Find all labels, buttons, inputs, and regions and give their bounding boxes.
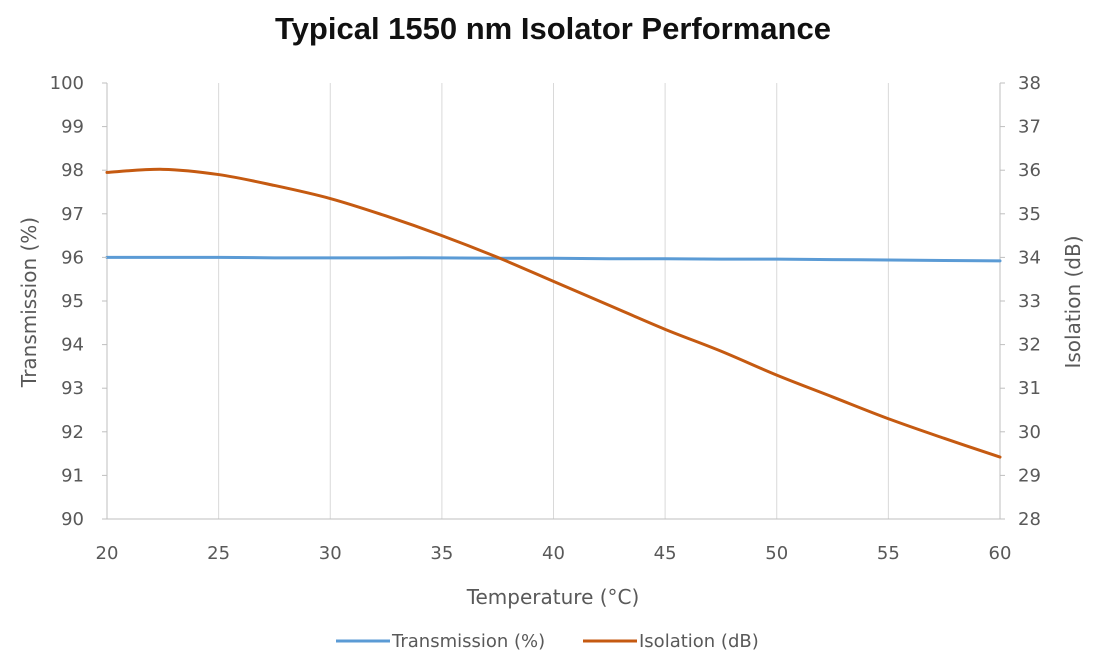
left-tick-label-98: 98 xyxy=(61,160,84,181)
right-tick-label-30: 30 xyxy=(1018,422,1041,443)
right-tick-label-32: 32 xyxy=(1018,335,1041,356)
x-tick-label-40: 40 xyxy=(542,543,565,564)
legend: Transmission (%) Isolation (dB) xyxy=(336,631,759,652)
left-tick-label-97: 97 xyxy=(61,204,84,225)
left-tick-label-96: 96 xyxy=(61,247,84,268)
right-axis-label: Isolation (dB) xyxy=(1061,235,1085,368)
x-tick-label-25: 25 xyxy=(207,543,230,564)
x-tick-label-60: 60 xyxy=(989,543,1012,564)
grid xyxy=(106,83,1001,520)
right-tick-label-35: 35 xyxy=(1018,204,1041,225)
left-tick-label-99: 99 xyxy=(61,117,84,138)
right-tick-label-28: 28 xyxy=(1018,509,1041,530)
x-tick-label-30: 30 xyxy=(319,543,342,564)
x-axis-ticks: 20 25 30 35 40 45 50 55 60 xyxy=(96,543,1012,564)
left-axis-label: Transmission (%) xyxy=(17,217,41,388)
left-tick-label-100: 100 xyxy=(50,73,84,94)
x-axis-label: Temperature (°C) xyxy=(466,585,640,609)
left-tick-label-94: 94 xyxy=(61,335,84,356)
left-tick-label-93: 93 xyxy=(61,378,84,399)
series-line-isolation xyxy=(105,167,1002,459)
left-tick-label-91: 91 xyxy=(61,465,84,486)
right-tick-label-31: 31 xyxy=(1018,378,1041,399)
x-tick-label-55: 55 xyxy=(877,543,900,564)
right-tick-label-38: 38 xyxy=(1018,73,1041,94)
right-tick-label-37: 37 xyxy=(1018,117,1041,138)
right-tick-label-36: 36 xyxy=(1018,160,1041,181)
series-layer xyxy=(105,167,1002,459)
chart-title: Typical 1550 nm Isolator Performance xyxy=(275,11,831,46)
legend-label-isolation: Isolation (dB) xyxy=(639,631,759,652)
x-tick-label-20: 20 xyxy=(96,543,119,564)
x-tick-label-35: 35 xyxy=(430,543,453,564)
right-axis-ticks: 28 29 30 31 32 33 34 35 36 37 38 xyxy=(1000,73,1041,530)
left-tick-label-92: 92 xyxy=(61,422,84,443)
x-tick-label-45: 45 xyxy=(654,543,677,564)
right-tick-label-34: 34 xyxy=(1018,247,1041,268)
left-tick-label-95: 95 xyxy=(61,291,84,312)
legend-label-transmission: Transmission (%) xyxy=(391,631,545,652)
x-tick-label-50: 50 xyxy=(765,543,788,564)
series-line-transmission xyxy=(105,255,1002,263)
right-tick-label-33: 33 xyxy=(1018,291,1041,312)
left-axis-ticks: 90 91 92 93 94 95 96 97 98 99 100 xyxy=(50,73,107,530)
right-tick-label-29: 29 xyxy=(1018,465,1041,486)
left-tick-label-90: 90 xyxy=(61,509,84,530)
